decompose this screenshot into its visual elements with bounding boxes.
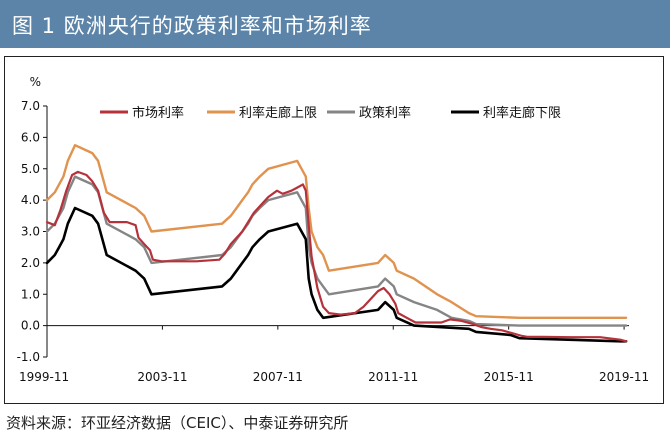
- y-tick-label: 5.0: [21, 162, 40, 176]
- legend-label-3: 政策利率: [359, 105, 411, 121]
- figure-source: 资料来源：环亚经济数据（CEIC）、中泰证券研究所: [6, 414, 349, 432]
- series-line-3: [45, 175, 628, 327]
- legend-label-1: 市场利率: [132, 105, 184, 121]
- line-chart: -1.0 0.0 1.0 2.0 3.0 4.0 5.0 6.0 7.0% 1999-11 2003…: [17, 75, 650, 384]
- y-tick-label: 4.0: [21, 193, 40, 207]
- y-tick-label: 2.0: [21, 256, 40, 270]
- y-tick-label: 7.0: [21, 99, 40, 113]
- x-tick-label: 1999-11: [19, 370, 69, 384]
- y-tick-label: 1.0: [21, 287, 40, 301]
- x-tick-label: 2019-11: [599, 370, 649, 384]
- x-tick-label: 2007-11: [253, 370, 303, 384]
- legend-label-2: 利率走廊上限: [239, 105, 317, 121]
- figure-header: 图 1 欧洲央行的政策利率和市场利率: [0, 0, 670, 48]
- series-line-4: [45, 206, 628, 343]
- x-tick-label: 2015-11: [484, 370, 534, 384]
- series-line-1: [45, 170, 628, 343]
- y-tick-label: 0.0: [21, 319, 40, 333]
- figure-title: 图 1 欧洲央行的政策利率和市场利率: [12, 14, 372, 38]
- legend-label-4: 利率走廊下限: [483, 105, 561, 121]
- chart-frame: -1.0 0.0 1.0 2.0 3.0 4.0 5.0 6.0 7.0% 1999-11 2003…: [4, 56, 664, 404]
- y-tick-label: 6.0: [21, 130, 40, 144]
- y-tick-label: 3.0: [21, 225, 40, 239]
- y-axis-label: %: [30, 75, 41, 89]
- x-tick-label: 2003-11: [137, 370, 187, 384]
- series-line-2: [45, 144, 628, 319]
- x-tick-label: 2011-11: [368, 370, 418, 384]
- y-tick-label: -1.0: [17, 350, 40, 364]
